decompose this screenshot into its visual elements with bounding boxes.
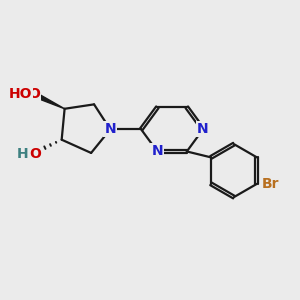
Text: O: O (29, 147, 41, 161)
Text: N: N (152, 145, 163, 158)
Text: O: O (28, 87, 40, 101)
Polygon shape (36, 93, 64, 109)
Text: Br: Br (262, 177, 280, 191)
Text: N: N (197, 122, 209, 136)
Text: H: H (17, 147, 28, 161)
Text: HO: HO (9, 87, 32, 101)
Text: N: N (104, 122, 116, 136)
